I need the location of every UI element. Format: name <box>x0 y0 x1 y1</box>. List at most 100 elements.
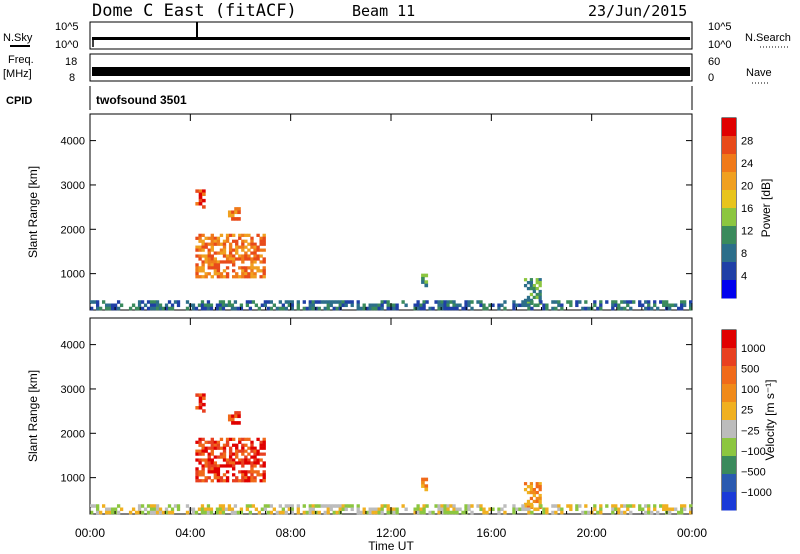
power-echo-region <box>227 207 241 221</box>
power-colorbar-label: Power [dB] <box>759 179 773 238</box>
nave-tick-bottom: 0 <box>708 72 714 84</box>
xtick-label: 04:00 <box>175 526 205 540</box>
xtick-label: 20:00 <box>577 526 607 540</box>
velocity-y-axis: 1000 2000 3000 4000 <box>61 340 692 485</box>
power-colorbar-swatch <box>722 208 736 227</box>
nsky-label: N.Sky <box>3 32 33 44</box>
station-title: Dome C East (fitACF) <box>92 1 297 21</box>
xtick-label: 12:00 <box>376 526 406 540</box>
velocity-echo-region <box>227 411 241 425</box>
nsearch-tick-bottom: 10^0 <box>708 39 732 51</box>
velocity-panel: 1000 2000 3000 4000 Slant Range [km] 1000 50… <box>26 317 777 515</box>
power-y-label: Slant Range [km] <box>26 166 40 258</box>
power-colorbar-swatches: 4 8 12 16 20 24 28 <box>722 118 753 299</box>
xtick-label: 00:00 <box>677 526 707 540</box>
freq-panel: Freq. [MHz] 18 8 60 0 Nave <box>3 53 772 84</box>
velocity-colorbar-tick: 25 <box>741 405 753 417</box>
velocity-echo-region <box>195 437 266 483</box>
power-colorbar-tick: 28 <box>741 136 753 148</box>
velocity-echo-region <box>195 393 206 413</box>
power-colorbar-swatch <box>722 172 736 191</box>
velocity-colorbar-swatch <box>722 348 736 367</box>
power-echo-region <box>421 273 429 288</box>
cpid-label: CPID <box>6 95 32 107</box>
power-colorbar-swatch <box>722 154 736 173</box>
power-panel: 1000 2000 3000 4000 Slant Range [km] 4 8 12 16… <box>26 113 773 311</box>
velocity-ytick-label: 1000 <box>61 473 85 485</box>
power-colorbar-swatch <box>722 280 736 299</box>
velocity-y-label: Slant Range [km] <box>26 370 40 462</box>
velocity-colorbar-tick: 1000 <box>741 343 765 355</box>
freq-label: Freq. <box>8 54 34 66</box>
nave-label: Nave <box>746 67 772 79</box>
power-colorbar-swatch <box>722 136 736 155</box>
velocity-colorbar-tick: −100 <box>741 446 766 458</box>
nave-tick-top: 60 <box>708 56 720 68</box>
xtick-label: 16:00 <box>476 526 506 540</box>
power-echo-region <box>90 300 693 311</box>
power-colorbar-tick: 8 <box>741 248 747 260</box>
power-colorbar-swatch <box>722 244 736 263</box>
velocity-plot-area <box>89 317 693 515</box>
xtick-label: 00:00 <box>75 526 105 540</box>
velocity-colorbar-tick: 100 <box>741 384 759 396</box>
velocity-colorbar-swatch <box>722 456 736 475</box>
power-echo-region <box>523 278 542 305</box>
velocity-colorbar-tick: 500 <box>741 364 759 376</box>
power-colorbar-tick: 20 <box>741 181 753 193</box>
freq-tick-top: 18 <box>65 56 77 68</box>
velocity-colorbar-label: Velocity [m s⁻¹] <box>763 379 777 460</box>
power-echo-layer <box>90 189 693 311</box>
velocity-echo-region <box>90 504 693 515</box>
velocity-ytick-label: 4000 <box>61 340 85 352</box>
power-colorbar-swatch <box>722 190 736 209</box>
nsearch-label: N.Search <box>745 32 791 44</box>
power-ytick-label: 3000 <box>61 180 85 192</box>
power-colorbar-tick: 16 <box>741 203 753 215</box>
power-colorbar-tick: 24 <box>741 158 753 170</box>
power-colorbar-swatch <box>722 118 736 137</box>
power-colorbar-swatch <box>722 226 736 245</box>
xtick-label: 08:00 <box>276 526 306 540</box>
cpid-value: twofsound 3501 <box>96 93 187 107</box>
power-colorbar-tick: 4 <box>741 271 747 283</box>
x-axis-label: Time UT <box>368 539 414 553</box>
power-ytick-label: 2000 <box>61 224 85 236</box>
nsky-tick-bottom: 10^0 <box>55 39 79 51</box>
velocity-colorbar-swatch <box>722 384 736 403</box>
power-colorbar-swatch <box>722 262 736 281</box>
power-colorbar-tick: 12 <box>741 226 753 238</box>
velocity-colorbar-tick: −25 <box>741 425 760 437</box>
velocity-colorbar-swatch <box>722 492 736 511</box>
power-ytick-label: 4000 <box>61 136 85 148</box>
velocity-colorbar-swatch <box>722 402 736 421</box>
cpid-row: CPID twofsound 3501 <box>6 86 693 110</box>
freq-tick-bottom: 8 <box>69 72 75 84</box>
velocity-echo-layer <box>90 393 693 515</box>
velocity-colorbar-swatch <box>722 330 736 349</box>
power-y-axis: 1000 2000 3000 4000 <box>61 136 692 281</box>
velocity-ytick-label: 3000 <box>61 384 85 396</box>
date-label: 23/Jun/2015 <box>588 2 687 20</box>
velocity-colorbar-swatch <box>722 420 736 439</box>
velocity-ytick-label: 2000 <box>61 428 85 440</box>
power-echo-region <box>195 189 206 209</box>
velocity-colorbar-swatches: 1000 500 100 25 −25 −100 −500 −1000 <box>722 330 772 511</box>
power-plot-area <box>89 113 693 311</box>
nsky-tick-top: 10^5 <box>55 21 79 33</box>
velocity-colorbar-tick: −1000 <box>741 487 772 499</box>
velocity-colorbar-swatch <box>722 438 736 457</box>
nsearch-tick-top: 10^5 <box>708 21 732 33</box>
nsky-panel: N.Sky 10^5 10^0 10^5 10^0 N.Search <box>3 21 791 51</box>
freq-unit: [MHz] <box>3 68 32 80</box>
time-axis: 00:00 04:00 08:00 12:00 16:00 20:00 00:00 <box>75 114 707 540</box>
power-echo-region <box>195 233 266 279</box>
velocity-echo-region <box>421 477 429 492</box>
power-ytick-label: 1000 <box>61 269 85 281</box>
beam-label: Beam 11 <box>352 2 415 20</box>
velocity-colorbar-swatch <box>722 474 736 493</box>
velocity-colorbar-swatch <box>722 366 736 385</box>
velocity-colorbar-tick: −500 <box>741 466 766 478</box>
